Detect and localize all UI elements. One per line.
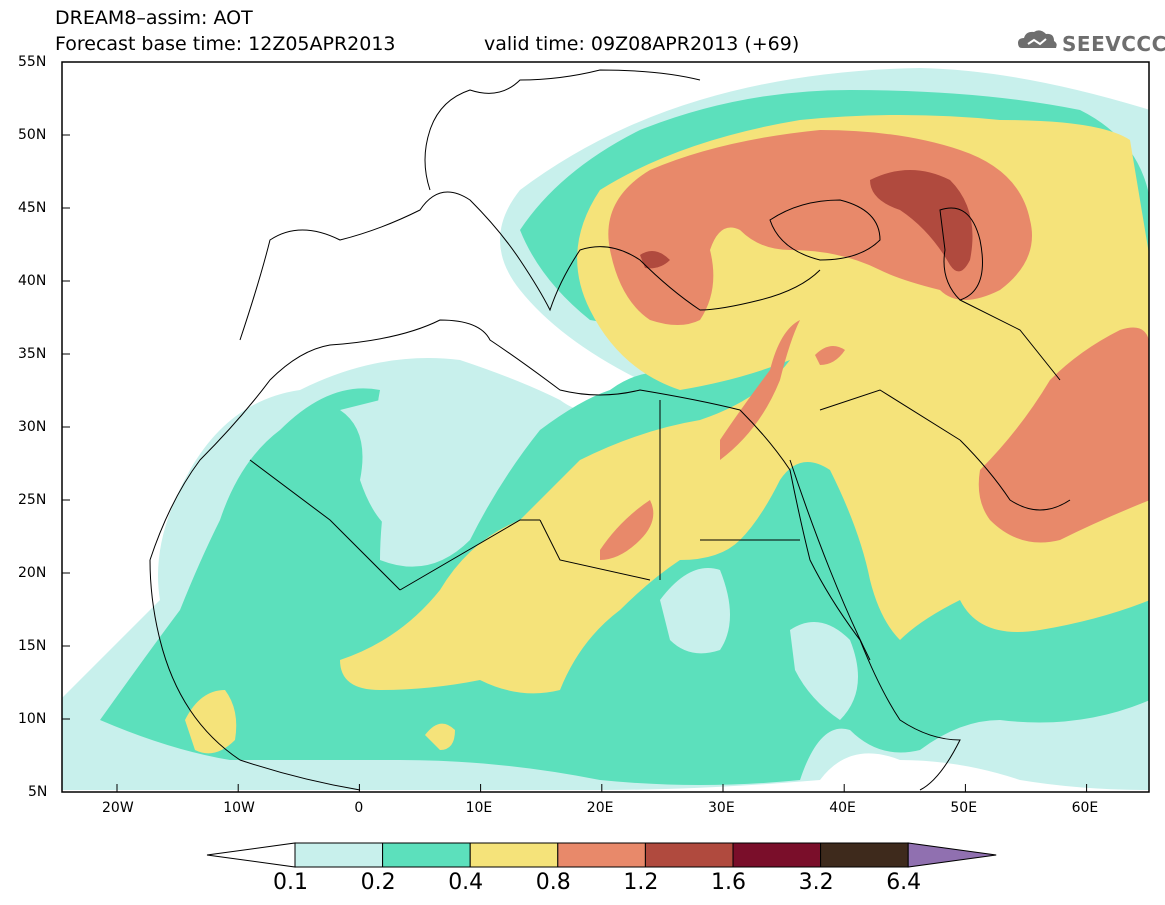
coastline-north-europe xyxy=(424,69,701,191)
lon-label: 20E xyxy=(586,800,614,816)
lat-label: 15N xyxy=(18,638,47,654)
cloud-logo-icon xyxy=(1018,30,1057,48)
colorbar-label: 1.6 xyxy=(711,870,746,895)
aot-contour-1.2-small xyxy=(640,251,670,269)
lat-label: 50N xyxy=(18,127,47,143)
aot-contour-0.8-levant xyxy=(720,320,800,460)
border-lines xyxy=(249,299,1061,591)
aot-contour-0.8-small xyxy=(815,346,845,365)
aot-contour-0.1-hole-2 xyxy=(660,568,730,654)
aot-contour-0.4-sierra xyxy=(185,690,237,754)
logo-text: SEEVCCC xyxy=(1062,32,1165,56)
coastline-west-africa xyxy=(149,559,361,791)
lon-label: 40E xyxy=(829,800,856,816)
valid-time: valid time: 09Z08APR2013 (+69) xyxy=(484,33,800,55)
lat-label: 30N xyxy=(18,419,47,435)
lon-label: 30E xyxy=(708,800,735,816)
lat-label: 55N xyxy=(18,54,47,70)
lon-label: 60E xyxy=(1071,800,1099,816)
aot-contour-0.1-hole xyxy=(340,377,460,540)
aot-contour-0.1-red-sea xyxy=(790,622,858,720)
aot-contour-1.2 xyxy=(870,170,973,272)
colorbar-label: 1.2 xyxy=(623,870,659,895)
lat-label: 20N xyxy=(18,565,47,581)
colorbar-label: 0.8 xyxy=(535,870,571,895)
coastline-caspian xyxy=(939,207,983,301)
colorbar-label: 6.4 xyxy=(886,870,922,895)
coastline-europe xyxy=(239,191,821,341)
aot-contour-0.8-libya xyxy=(600,500,654,560)
lon-label: 50E xyxy=(950,800,978,816)
lat-label: 25N xyxy=(18,492,47,508)
forecast-base-time: Forecast base time: 12Z05APR2013 xyxy=(55,33,396,55)
colorbar-label: 0.4 xyxy=(448,870,484,895)
lon-label: 10W xyxy=(223,800,255,816)
lon-label: 0 xyxy=(354,800,364,816)
colorbar-label: 3.2 xyxy=(798,870,834,895)
coastline-africa xyxy=(149,319,961,791)
lat-label: 40N xyxy=(18,273,47,289)
aot-contour-0.8-arabia xyxy=(978,327,1149,543)
colorbar-label: 0.1 xyxy=(273,870,308,895)
coastline-black-sea xyxy=(769,199,881,261)
lat-label: 45N xyxy=(18,200,47,216)
map-title: DREAM8–assim: AOT xyxy=(55,7,253,29)
lat-label: 5N xyxy=(28,784,48,800)
lon-label: 20W xyxy=(102,800,134,816)
coastline-gulf xyxy=(959,439,1071,511)
aot-contour-0.4-small xyxy=(425,723,455,750)
lat-label: 35N xyxy=(18,346,47,362)
coastline-red-sea xyxy=(789,459,871,661)
lat-label: 10N xyxy=(18,711,47,727)
lon-label: 10E xyxy=(465,800,493,816)
colorbar-label: 0.2 xyxy=(360,870,396,895)
